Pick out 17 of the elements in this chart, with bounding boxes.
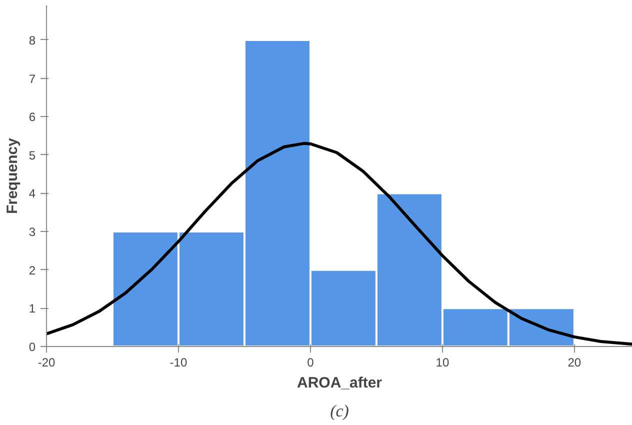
y-tick-label: 8 <box>28 33 36 48</box>
text: (c) <box>330 402 350 420</box>
y-tick-label: 3 <box>28 225 36 240</box>
x-tick-label: -10 <box>170 356 188 370</box>
y-axis-title: Frequency <box>4 137 21 214</box>
y-tick-label: 2 <box>28 263 36 278</box>
y-tick-label: 6 <box>28 110 36 124</box>
x-tick-label: 10 <box>436 356 450 370</box>
x-tick-label: 0 <box>307 356 314 370</box>
y-tick-label: 7 <box>28 72 36 86</box>
y-tick-label: 1 <box>28 302 36 316</box>
y-tick-label: 5 <box>28 148 36 162</box>
x-tick-label: 20 <box>568 356 582 370</box>
x-axis-title: AROA_after <box>296 374 382 392</box>
x-tick-label: -20 <box>38 356 56 370</box>
y-tick-label: 0 <box>28 340 36 354</box>
y-tick-label: 4 <box>28 186 36 201</box>
